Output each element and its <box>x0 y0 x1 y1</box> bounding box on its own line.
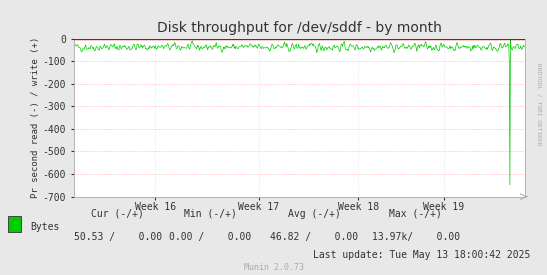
Text: 13.97k/    0.00: 13.97k/ 0.00 <box>371 232 460 242</box>
Text: Avg (-/+): Avg (-/+) <box>288 209 341 219</box>
Text: Munin 2.0.73: Munin 2.0.73 <box>243 263 304 272</box>
Title: Disk throughput for /dev/sddf - by month: Disk throughput for /dev/sddf - by month <box>157 21 442 35</box>
Text: Bytes: Bytes <box>30 222 60 232</box>
Text: Min (-/+): Min (-/+) <box>184 209 237 219</box>
Text: 50.53 /    0.00: 50.53 / 0.00 <box>73 232 162 242</box>
Text: Cur (-/+): Cur (-/+) <box>91 209 144 219</box>
Text: 0.00 /    0.00: 0.00 / 0.00 <box>170 232 252 242</box>
Text: RRDTOOL / TOBI OETIKER: RRDTOOL / TOBI OETIKER <box>536 63 542 146</box>
Text: Last update: Tue May 13 18:00:42 2025: Last update: Tue May 13 18:00:42 2025 <box>313 250 531 260</box>
Text: Max (-/+): Max (-/+) <box>389 209 442 219</box>
Text: 46.82 /    0.00: 46.82 / 0.00 <box>270 232 359 242</box>
Y-axis label: Pr second read (-) / write (+): Pr second read (-) / write (+) <box>31 37 40 198</box>
